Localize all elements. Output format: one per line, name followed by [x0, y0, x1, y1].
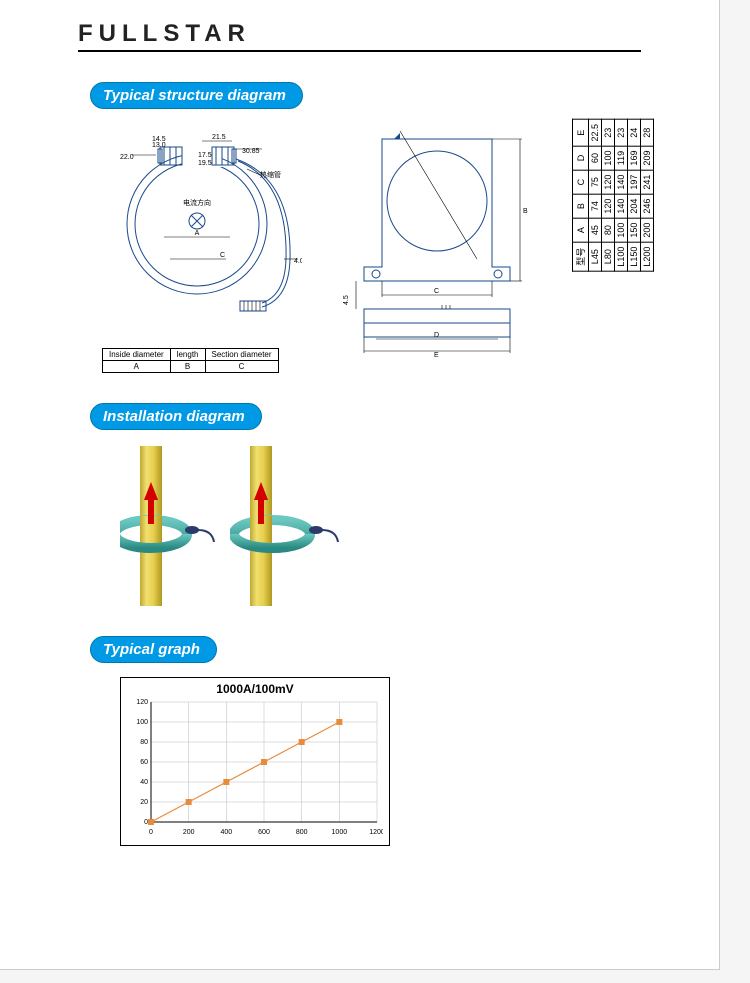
- install-item-2: [230, 446, 320, 606]
- svg-text:1200: 1200: [369, 829, 383, 836]
- table-row: 型号 A B C D E: [573, 120, 589, 272]
- table-row: L808012012010023: [602, 120, 615, 272]
- svg-text:1000: 1000: [332, 829, 348, 836]
- struct-c3: C: [205, 361, 278, 373]
- dim-table-container: 型号 A B C D E L454574756022.5 L8080120120…: [572, 119, 692, 329]
- svg-text:400: 400: [220, 829, 232, 836]
- svg-text:120: 120: [136, 699, 148, 706]
- svg-text:800: 800: [296, 829, 308, 836]
- svg-text:22.0: 22.0: [120, 154, 134, 161]
- install-row: [30, 446, 689, 606]
- svg-text:20: 20: [140, 799, 148, 806]
- svg-text:A: A: [195, 230, 200, 237]
- chart-title: 1000A/100mV: [127, 682, 383, 696]
- struct-h2: length: [170, 349, 205, 361]
- current-dir-label: 电流方向: [183, 198, 211, 207]
- svg-text:40: 40: [140, 779, 148, 786]
- box-diagram: B C D E 4.5: [342, 119, 532, 364]
- install-item-1: [120, 446, 210, 606]
- svg-text:100: 100: [136, 719, 148, 726]
- struct-c2: B: [170, 361, 205, 373]
- svg-text:4.5: 4.5: [343, 295, 350, 305]
- box-svg: B C D E 4.5: [342, 119, 532, 359]
- svg-text:60: 60: [140, 759, 148, 766]
- sensor-svg: 电流方向 A C 14.5 13.0 22.0 21.5 17.5 19.5: [102, 119, 302, 339]
- page: FULLSTAR Typical structure diagram: [0, 0, 720, 970]
- table-row: L20020024624120928: [641, 120, 654, 272]
- section-install: Installation diagram: [90, 403, 262, 430]
- svg-text:17.5: 17.5: [198, 152, 212, 159]
- svg-text:C: C: [220, 252, 225, 259]
- sensor-diagram: 电流方向 A C 14.5 13.0 22.0 21.5 17.5 19.5: [102, 119, 302, 373]
- svg-text:600: 600: [258, 829, 270, 836]
- svg-text:19.5: 19.5: [198, 160, 212, 167]
- svg-text:21.5: 21.5: [212, 134, 226, 141]
- dim-table: 型号 A B C D E L454574756022.5 L8080120120…: [572, 119, 654, 272]
- section-graph: Typical graph: [90, 636, 217, 663]
- struct-table: Inside diameter length Section diameter …: [102, 348, 279, 373]
- svg-text:热缩管: 热缩管: [260, 170, 281, 179]
- chart-container: 1000A/100mV 0 200 400 600 800 1000 1200 0 20 40 60…: [120, 677, 390, 846]
- chart-svg: 0 200 400 600 800 1000 1200 0 20 40 60 80 100 120: [127, 698, 383, 838]
- table-row: L454574756022.5: [589, 120, 602, 272]
- table-row: L10010014014011923: [615, 120, 628, 272]
- svg-text:80: 80: [140, 739, 148, 746]
- svg-text:E: E: [434, 352, 439, 359]
- struct-c1: A: [103, 361, 171, 373]
- structure-row: 电流方向 A C 14.5 13.0 22.0 21.5 17.5 19.5: [30, 119, 689, 373]
- svg-text:C: C: [434, 288, 439, 295]
- brand-title: FULLSTAR: [30, 20, 689, 48]
- svg-text:0: 0: [144, 819, 148, 826]
- svg-text:200: 200: [183, 829, 195, 836]
- svg-text:B: B: [523, 208, 528, 215]
- struct-h3: Section diameter: [205, 349, 278, 361]
- svg-text:D: D: [434, 332, 439, 339]
- table-row: L15015020419716924: [628, 120, 641, 272]
- brand-underline: [78, 50, 641, 52]
- section-structure: Typical structure diagram: [90, 82, 303, 109]
- svg-text:0: 0: [149, 829, 153, 836]
- svg-text:13.0: 13.0: [152, 142, 166, 149]
- struct-h1: Inside diameter: [103, 349, 171, 361]
